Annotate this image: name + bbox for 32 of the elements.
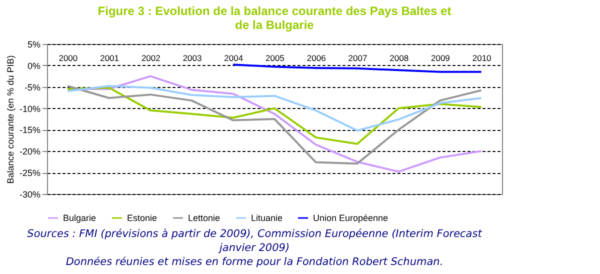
text: Données réunies et mises en forme pour la Fondation Robert Schuman. [66,256,444,268]
y-tick-label: 0% [27,60,40,71]
source-note: Sources : FMI (prévisions à partir de 2009), Commission Européenne (Interim Forecast janvier 2009) [27,228,483,254]
x-tick-label: 2006 [306,52,326,63]
y-tick-label: -15% [19,125,40,136]
y-tick-label: -25% [19,168,40,178]
chart-title: Figure 3 : Evolution de la balance courante des Pays Baltes et de la Bulgarie [98,4,452,32]
x-tick-label: 2000 [58,52,78,63]
x-tick-label: 2002 [141,52,161,63]
x-tick-label: 2009 [430,52,450,63]
y-tick-label: -5% [24,82,40,92]
x-tick-label: 2008 [390,52,409,63]
legend-label: Union Européenne [313,213,388,223]
legend-label: Lettonie [188,213,220,223]
x-tick-label: 2010 [472,52,492,63]
x-tick-label: 2003 [182,52,202,63]
x-tick-label: 2007 [348,52,368,63]
legend-label: Lituanie [251,213,283,223]
legend-label: Estonie [127,213,158,223]
line-series [232,64,482,73]
y-axis-title: Balance courante (en % du PIB) [5,55,16,184]
line-series [66,86,482,145]
x-tick-label: 2004 [224,52,244,63]
line-series [66,85,482,132]
y-tick-label: 5% [27,40,40,50]
x-tick-label: 2001 [100,52,120,63]
x-tick-label: 2005 [266,52,285,63]
legend-label: Bulgarie [63,213,96,223]
y-tick-label: -20% [19,146,40,157]
line-series [66,85,482,165]
y-tick-label: -30% [19,190,40,200]
y-tick-label: -10% [19,104,40,114]
